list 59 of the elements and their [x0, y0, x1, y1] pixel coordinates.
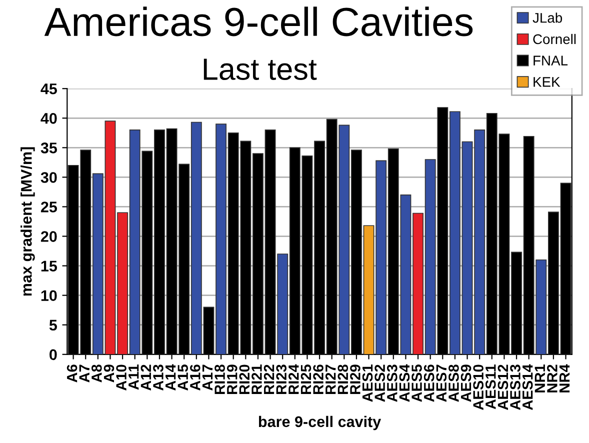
- y-tick-label: 10: [41, 290, 57, 302]
- x-tick-label: RI29: [350, 364, 360, 394]
- x-tick-label: NR1: [534, 364, 545, 392]
- y-tick-label: 5: [49, 320, 57, 331]
- x-axis-title: bare 9-cell cavity: [258, 416, 382, 430]
- chart-subtitle: Last test: [204, 58, 317, 80]
- legend-label: Cornell: [533, 34, 576, 44]
- x-tick-label: RI28: [338, 364, 348, 394]
- x-tick-label: A15: [178, 364, 188, 391]
- x-tick-label: RI25: [300, 364, 312, 394]
- x-tick-label: A7: [79, 364, 90, 382]
- x-tick-label: A17: [202, 364, 212, 391]
- x-tick-label: AES4: [399, 364, 410, 402]
- y-tick-label: 35: [40, 142, 57, 154]
- x-tick-label: A9: [104, 364, 114, 382]
- x-tick-label: A10: [116, 364, 126, 391]
- x-tick-label: RI27: [325, 364, 336, 394]
- y-tick-label: 15: [41, 260, 57, 272]
- y-tick-label: 25: [40, 202, 57, 212]
- x-tick-label: RI26: [313, 364, 324, 394]
- legend-label: JLab: [532, 12, 562, 23]
- y-tick-label: 0: [50, 349, 57, 360]
- x-tick-label: AES9: [460, 364, 472, 402]
- x-tick-label: AES2: [374, 364, 386, 402]
- x-tick-label: A8: [92, 364, 102, 382]
- y-tick-label: 20: [40, 231, 57, 242]
- x-tick-label: RI24: [288, 364, 299, 394]
- x-tick-label: A11: [128, 364, 139, 390]
- x-tick-label: AES11: [485, 364, 496, 410]
- y-tick-label: 45: [40, 84, 57, 94]
- x-tick-label: AES6: [424, 364, 434, 402]
- x-tick-label: A14: [166, 364, 176, 391]
- y-axis-title: max gradient [MV/m]: [20, 147, 35, 296]
- x-tick-label: AES1: [362, 364, 373, 402]
- y-tick-label: 40: [40, 113, 57, 124]
- x-tick-label: AES3: [386, 364, 398, 402]
- x-tick-label: NR2: [547, 364, 558, 392]
- x-tick-label: AES7: [436, 364, 447, 402]
- x-tick-label: RI19: [226, 364, 238, 394]
- y-tick-label: 30: [40, 172, 57, 183]
- x-tick-label: AES10: [473, 364, 484, 410]
- x-tick-label: NR4: [560, 364, 570, 392]
- x-tick-label: A13: [153, 364, 164, 391]
- x-tick-label: RI18: [214, 364, 225, 394]
- x-tick-label: A12: [140, 364, 151, 391]
- x-tick-label: AES14: [522, 364, 533, 410]
- x-tick-label: A6: [66, 364, 78, 382]
- legend-label: KEK: [534, 77, 560, 87]
- x-tick-label: RI21: [252, 364, 262, 394]
- x-tick-label: RI23: [276, 364, 287, 394]
- x-tick-label: RI22: [264, 364, 274, 394]
- x-tick-label: AES8: [448, 364, 459, 402]
- x-tick-label: A16: [190, 364, 200, 391]
- x-tick-label: RI20: [239, 364, 250, 394]
- x-tick-label: AES13: [510, 364, 520, 410]
- chart-title: Americas 9-cell Cavities: [44, 6, 473, 36]
- x-tick-label: AES12: [498, 364, 508, 410]
- x-tick-label: AES5: [412, 364, 422, 402]
- legend-label: FNAL: [534, 56, 568, 66]
